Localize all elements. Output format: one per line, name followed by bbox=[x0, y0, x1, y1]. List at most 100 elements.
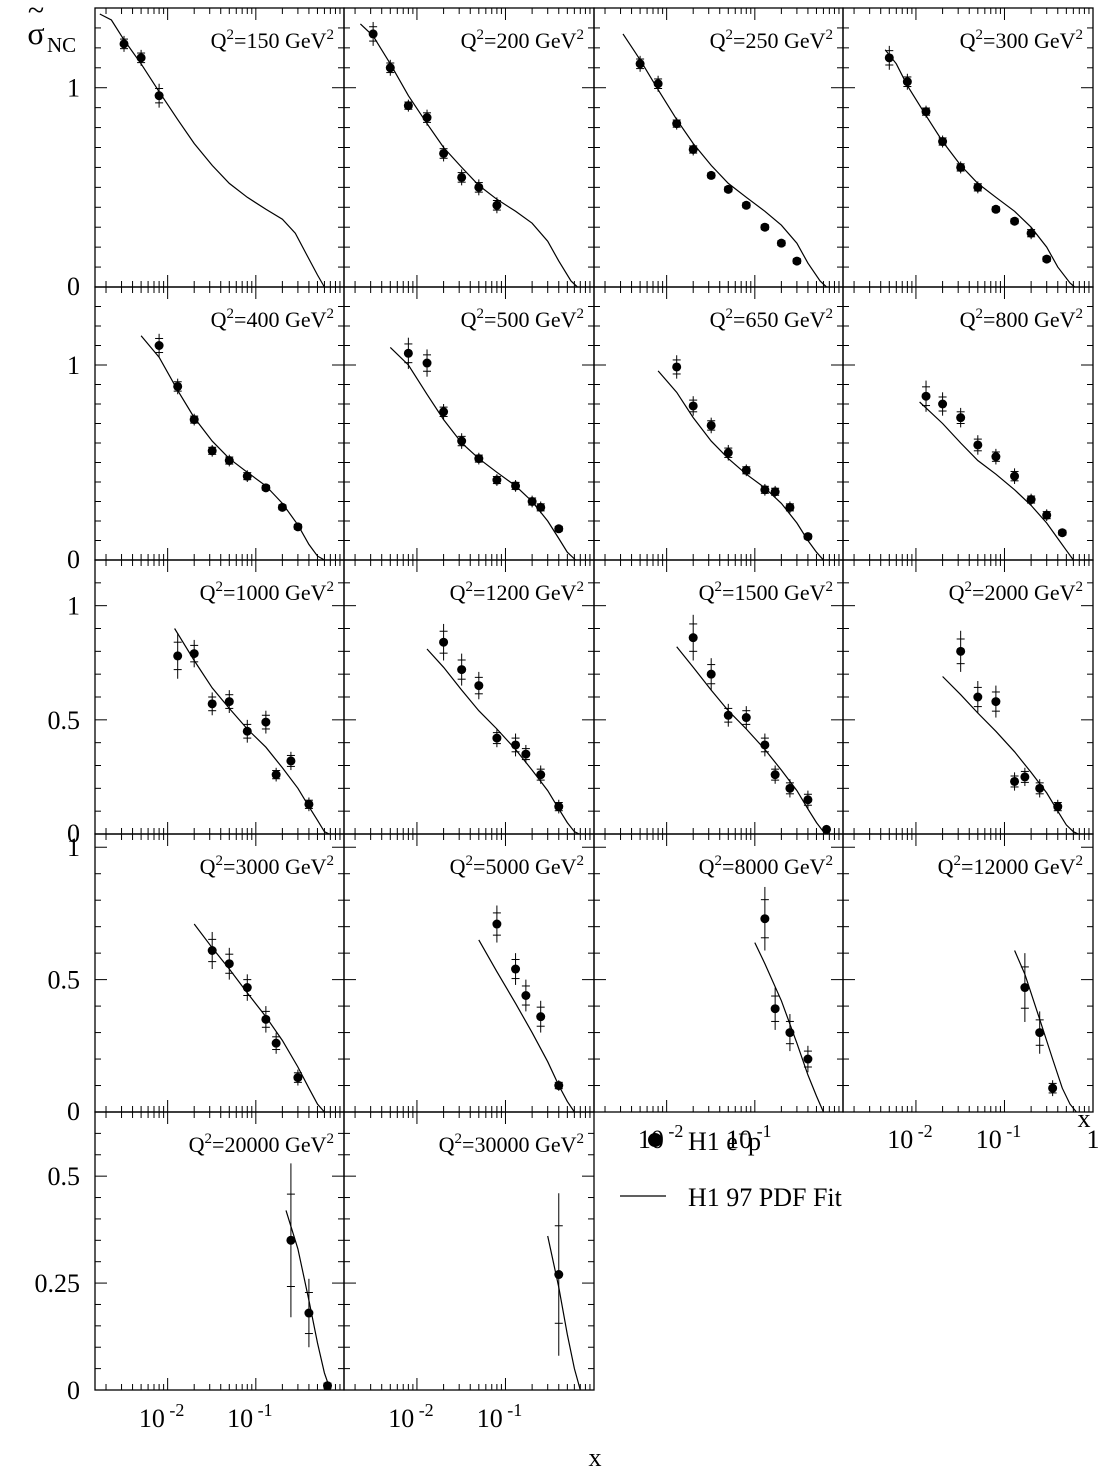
panel-q2-500: Q2=500 GeV2 bbox=[343, 286, 595, 561]
panel-label-unit-exp: 2 bbox=[577, 1131, 585, 1147]
data-point bbox=[723, 448, 733, 458]
panel-q2-30000: Q2=30000 GeV2 bbox=[343, 1111, 595, 1391]
data-point bbox=[688, 144, 698, 154]
panel-label: Q2=800 GeV2 bbox=[960, 306, 1083, 332]
panel-q2-5000: Q2=5000 GeV2 bbox=[343, 833, 595, 1113]
data-point bbox=[688, 401, 698, 411]
fit-curve bbox=[622, 33, 827, 288]
panel-label-unit-exp: 2 bbox=[327, 27, 335, 43]
data-point bbox=[1020, 983, 1030, 993]
data-point bbox=[457, 172, 467, 182]
panel-label: Q2=150 GeV2 bbox=[211, 27, 334, 53]
panel-label-q: Q bbox=[938, 854, 954, 879]
x-tick-label: 10 -2 bbox=[139, 1400, 185, 1433]
panel-label-value: =1500 GeV bbox=[722, 580, 826, 605]
data-point bbox=[635, 59, 645, 69]
panel-label-unit-exp: 2 bbox=[1076, 27, 1084, 43]
data-point bbox=[723, 184, 733, 194]
x-tick-label: 1 bbox=[1087, 1125, 1100, 1154]
panel-label-value: =5000 GeV bbox=[473, 854, 577, 879]
data-point bbox=[474, 182, 484, 192]
data-point bbox=[706, 420, 716, 430]
panel-label-q-exp: 2 bbox=[455, 1131, 463, 1147]
panel-label-q: Q bbox=[450, 854, 466, 879]
legend-label-data-main: H1 e bbox=[688, 1127, 738, 1156]
data-point bbox=[938, 399, 948, 409]
panel-label: Q2=2000 GeV2 bbox=[949, 579, 1083, 605]
panel-label-value: =1200 GeV bbox=[473, 580, 577, 605]
data-point bbox=[403, 348, 413, 358]
legend: H1 e−p H1 97 PDF Fit bbox=[620, 1124, 843, 1212]
panel-label: Q2=1500 GeV2 bbox=[699, 579, 833, 605]
data-point bbox=[554, 524, 564, 534]
data-point bbox=[224, 456, 234, 466]
panel-label-q-exp: 2 bbox=[715, 853, 723, 869]
panel-label-unit-exp: 2 bbox=[1076, 579, 1084, 595]
panel-label: Q2=1000 GeV2 bbox=[200, 579, 334, 605]
data-point bbox=[457, 436, 467, 446]
data-point bbox=[741, 713, 751, 723]
panel-label-unit-exp: 2 bbox=[1076, 853, 1084, 869]
data-point bbox=[224, 959, 234, 969]
data-point bbox=[189, 649, 199, 659]
data-point bbox=[921, 391, 931, 401]
data-point bbox=[323, 1381, 333, 1391]
x-tick-label-base: 10 bbox=[726, 1125, 752, 1154]
x-tick-label: 10 -2 bbox=[388, 1400, 434, 1433]
panel-q2-300: Q2=300 GeV2 bbox=[842, 7, 1094, 288]
data-point bbox=[527, 497, 537, 506]
x-tick-label-base: 10 bbox=[477, 1404, 503, 1433]
x-tick-label-exp: -2 bbox=[414, 1400, 434, 1420]
data-point bbox=[368, 29, 378, 39]
data-point bbox=[803, 795, 813, 805]
data-point bbox=[474, 681, 484, 691]
data-point bbox=[224, 697, 234, 707]
panel-label-q-exp: 2 bbox=[954, 853, 962, 869]
data-point bbox=[511, 740, 521, 750]
data-point bbox=[938, 137, 948, 147]
panel-q2-650: Q2=650 GeV2 bbox=[593, 286, 844, 561]
data-point bbox=[439, 148, 449, 158]
data-point bbox=[521, 991, 531, 1001]
data-point bbox=[770, 487, 780, 497]
panel-label-q-exp: 2 bbox=[976, 27, 984, 43]
panel-label: Q2=650 GeV2 bbox=[710, 306, 833, 332]
data-point bbox=[536, 1012, 546, 1022]
x-tick-label-exp: -2 bbox=[913, 1121, 933, 1141]
panel-label-value: =1000 GeV bbox=[223, 580, 327, 605]
panel-label-q-exp: 2 bbox=[726, 306, 734, 322]
data-point bbox=[536, 770, 546, 780]
panel-label-value: =20000 GeV bbox=[212, 1132, 327, 1157]
y-tick-label: 0.5 bbox=[48, 966, 81, 995]
fit-curve bbox=[193, 923, 325, 1113]
data-point bbox=[792, 256, 802, 266]
y-tick-label: 0.25 bbox=[35, 1269, 81, 1298]
data-point bbox=[688, 633, 698, 643]
data-point bbox=[723, 710, 733, 720]
data-point bbox=[672, 119, 682, 129]
data-point bbox=[385, 63, 395, 73]
panel-label-q: Q bbox=[710, 307, 726, 332]
x-tick-label: 10 -1 bbox=[726, 1121, 772, 1154]
panel-label-value: =3000 GeV bbox=[223, 854, 327, 879]
data-point bbox=[422, 113, 432, 123]
data-point bbox=[511, 481, 521, 491]
data-point bbox=[271, 1038, 281, 1048]
data-point bbox=[271, 770, 281, 780]
panel-label: Q2=200 GeV2 bbox=[461, 27, 584, 53]
panel-label-unit-exp: 2 bbox=[1076, 306, 1084, 322]
panel-label-q-exp: 2 bbox=[205, 1131, 213, 1147]
y-tick-label: 1 bbox=[67, 351, 80, 380]
x-tick-label-base: 10 bbox=[388, 1404, 414, 1433]
panel-label-q-exp: 2 bbox=[227, 306, 235, 322]
panel-label-value: =2000 GeV bbox=[972, 580, 1076, 605]
data-point bbox=[492, 733, 502, 743]
panel-label-q-exp: 2 bbox=[477, 306, 485, 322]
data-point bbox=[760, 485, 770, 495]
data-point bbox=[492, 475, 502, 485]
panel-label-q-exp: 2 bbox=[726, 27, 734, 43]
data-point bbox=[803, 1054, 813, 1064]
data-point bbox=[902, 77, 912, 87]
fit-curve bbox=[754, 942, 824, 1113]
